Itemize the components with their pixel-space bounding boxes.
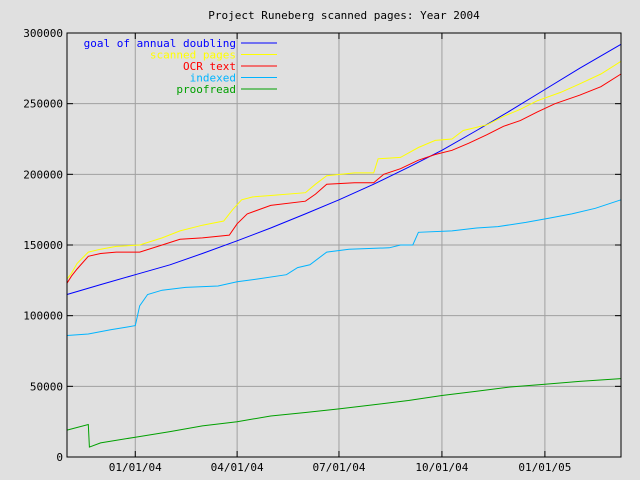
y-tick-label: 50000: [30, 380, 63, 393]
x-tick-label: 04/01/04: [211, 461, 264, 474]
y-tick-label: 100000: [23, 310, 63, 323]
x-tick-label: 01/01/04: [109, 461, 162, 474]
legend-label: indexed: [190, 72, 236, 85]
x-tick-label: 01/01/05: [518, 461, 571, 474]
legend-label: proofread: [176, 83, 236, 96]
legend-label: OCR text: [183, 60, 236, 73]
series-line-scanned-pages: [66, 60, 622, 280]
y-tick-label: 250000: [23, 98, 63, 111]
series-line-goal-of-annual-doubling: [66, 43, 622, 295]
legend-label: scanned pages: [150, 49, 236, 62]
y-tick-label: 150000: [23, 239, 63, 252]
series-layer: [66, 43, 622, 448]
y-tick-label: 0: [56, 451, 63, 464]
legend-label: goal of annual doubling: [84, 37, 236, 50]
y-tick-label: 300000: [23, 27, 63, 40]
series-line-ocr-text: [66, 73, 622, 284]
series-line-proofread: [66, 378, 622, 448]
axis-ticks: 0 50000 100000 150000 200000 250000 300000 01/0…: [23, 27, 621, 474]
x-tick-label: 07/01/04: [312, 461, 365, 474]
y-tick-label: 200000: [23, 168, 63, 181]
series-line-indexed: [66, 199, 622, 336]
x-tick-label: 10/01/04: [415, 461, 468, 474]
chart-title: Project Runeberg scanned pages: Year 200…: [208, 9, 480, 22]
